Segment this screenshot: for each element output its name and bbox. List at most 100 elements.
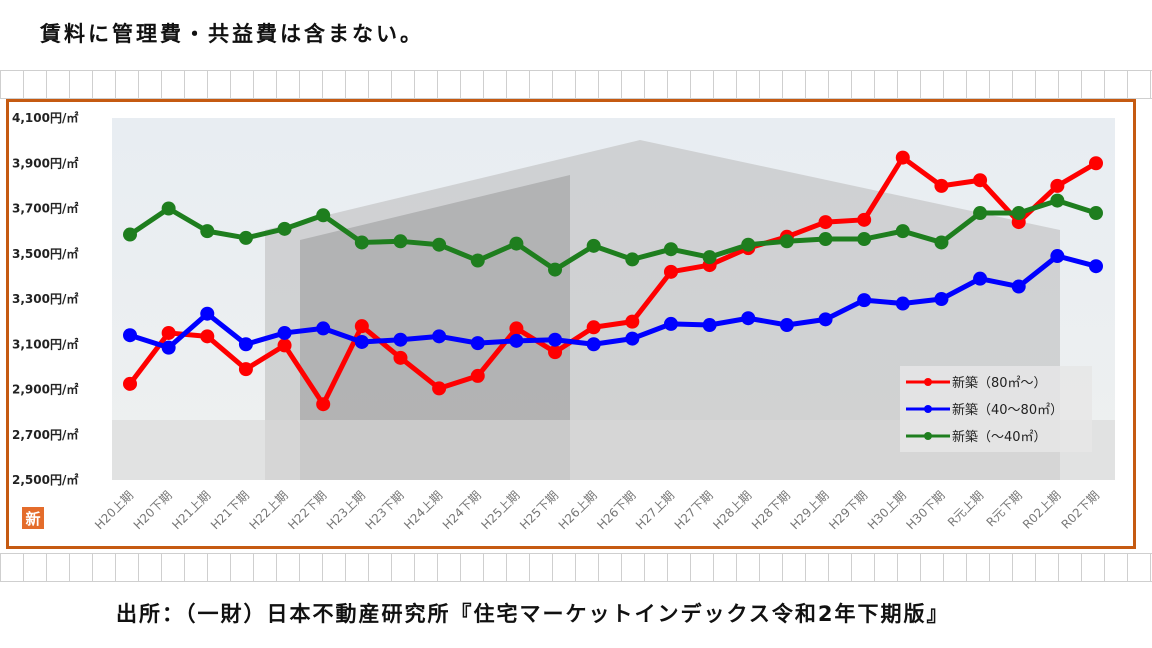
data-point [1050,178,1065,193]
data-point [741,237,756,252]
legend-marker [924,405,932,413]
data-point [663,264,678,279]
x-tick-label: H29上期 [788,488,832,532]
data-point [818,215,833,230]
data-point [432,329,447,344]
data-point [509,236,524,251]
data-point [316,397,331,412]
x-tick-label: H21上期 [169,488,213,532]
x-tick-label: H20上期 [92,488,136,532]
data-point [470,253,485,268]
data-point [393,350,408,365]
x-tick-label: R元下期 [984,488,1025,529]
data-point [586,337,601,352]
data-point [548,262,563,277]
data-point [238,362,253,377]
data-point [973,271,988,286]
data-point [123,328,137,343]
data-point [663,242,678,257]
x-tick-label: H24上期 [401,488,445,532]
data-point [741,311,756,326]
data-point [470,336,485,351]
x-tick-label: H28下期 [749,488,793,532]
legend-label: 新築（～40㎡） [952,429,1047,445]
data-point [586,320,601,335]
x-tick-label: H22上期 [247,488,291,532]
data-point [625,314,640,329]
legend-label: 新築（40～80㎡） [952,402,1063,418]
data-point [1089,259,1103,274]
data-point [934,178,949,193]
data-point [200,306,215,321]
data-point [200,329,215,344]
x-tick-label: H22下期 [285,488,329,532]
data-point [973,206,988,221]
logo-icon: 新 [22,507,44,529]
data-point [895,296,910,311]
x-tick-label: H20下期 [131,488,175,532]
x-tick-label: H23下期 [363,488,407,532]
spreadsheet-grid-bottom [0,553,1152,582]
x-tick-label: H24下期 [440,488,484,532]
data-point [625,252,640,267]
data-point [779,234,794,249]
data-point [161,325,176,340]
data-point [625,331,640,346]
data-point [857,293,872,308]
x-tick-label: R02上期 [1020,488,1064,532]
data-point [1089,206,1103,221]
data-point [548,332,563,347]
data-point [1011,206,1026,221]
data-point [161,340,176,355]
x-tick-label: H26上期 [556,488,600,532]
data-point [857,212,872,227]
data-point [277,221,292,236]
data-point [1089,156,1103,171]
data-point [663,316,678,331]
legend-item: 新築（40～80㎡） [906,402,1063,418]
y-tick-label: 4,100円/㎡ [12,110,78,125]
data-point [818,232,833,247]
x-tick-label: R02下期 [1059,488,1103,532]
y-tick-label: 3,900円/㎡ [12,155,78,170]
legend-label: 新築（80㎡～） [952,375,1047,391]
data-point [973,173,988,188]
data-point [818,312,833,327]
y-tick-label: 3,700円/㎡ [12,201,78,216]
x-tick-label: R元上期 [945,488,986,529]
spreadsheet-grid-top [0,70,1152,99]
data-point [857,232,872,247]
data-point [934,292,949,306]
data-point [123,227,137,242]
x-tick-label: H30上期 [865,488,909,532]
source-citation: 出所：（一財）日本不動産研究所『住宅マーケットインデックス令和2年下期版』 [116,602,950,626]
x-tick-label: H30下期 [904,488,948,532]
data-point [895,150,910,165]
data-point [432,381,447,396]
legend-item: 新築（80㎡～） [906,375,1047,391]
data-point [123,376,137,391]
data-point [393,234,408,249]
data-point [934,235,949,250]
legend-item: 新築（～40㎡） [906,429,1047,445]
x-tick-label: H23上期 [324,488,368,532]
data-point [277,338,292,353]
x-tick-label: H28上期 [710,488,754,532]
y-tick-label: 3,100円/㎡ [12,336,78,351]
data-point [509,321,524,336]
x-tick-label: H27上期 [633,488,677,532]
data-point [702,250,717,265]
data-point [586,238,601,253]
x-tick-label: H21下期 [208,488,252,532]
data-point [1050,193,1065,208]
data-point [316,321,331,336]
data-point [277,325,292,340]
data-point [354,334,369,349]
data-point [354,235,369,250]
y-tick-label: 2,700円/㎡ [12,427,78,442]
y-tick-label: 3,300円/㎡ [12,291,78,306]
data-point [393,332,408,347]
data-point [238,230,253,245]
x-tick-label: H29下期 [826,488,870,532]
